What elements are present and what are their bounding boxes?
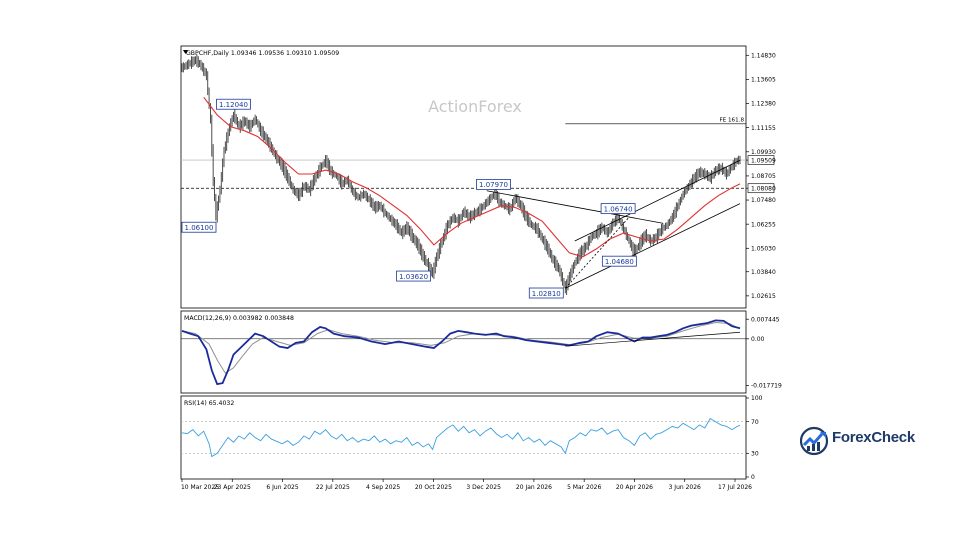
macd-pane [180, 310, 747, 394]
rsi-y-tick-label: 0 [751, 474, 755, 481]
y-tick-box [747, 183, 775, 194]
price-label: 1.03620 [399, 273, 428, 281]
price-y-tick-label: 1.13605 [751, 77, 776, 84]
price-label-box [181, 221, 217, 233]
price-y-tick-label: 1.11155 [751, 125, 776, 132]
rsi-y-tick-label: 30 [751, 451, 759, 458]
level-price-label: 1.08080 [751, 185, 776, 192]
current-price-label: 1.09509 [751, 157, 776, 164]
price-label-box [396, 270, 431, 282]
watermark: ActionForex [428, 97, 522, 116]
x-tick-label: 3 Dec 2025 [466, 484, 501, 491]
x-tick-label: 20 Oct 2025 [415, 484, 452, 491]
macd-y-tick-label: 0.00 [751, 336, 765, 343]
x-tick-label: 3 Jun 2026 [669, 484, 701, 491]
price-y-tick-label: 1.03840 [751, 269, 776, 276]
macd-y-tick-label: -0.017719 [751, 383, 782, 390]
rsi-line [181, 417, 741, 458]
brand-name: ForexCheck [832, 429, 915, 446]
x-tick-label: 6 Jun 2025 [266, 484, 298, 491]
collapse-icon[interactable] [183, 50, 188, 54]
y-tick-box [747, 155, 775, 165]
x-tick-label: 23 Apr 2025 [214, 484, 251, 491]
price-label: 1.07970 [479, 181, 508, 189]
x-tick-label: 10 Mar 2025 [181, 484, 219, 491]
x-tick-label: 22 Jul 2025 [316, 484, 350, 491]
moving-average-line [203, 96, 741, 258]
x-tick-label: 5 Mar 2026 [567, 484, 601, 491]
rsi-pane [180, 395, 747, 480]
price-label-box [601, 255, 637, 267]
rsi-y-tick-label: 70 [751, 419, 759, 426]
price-y-tick-label: 1.07480 [751, 197, 776, 204]
price-y-tick-label: 1.05030 [751, 245, 776, 252]
price-label: 1.02810 [532, 290, 561, 298]
x-tick-label: 4 Sep 2025 [366, 484, 400, 491]
price-y-tick-label: 1.02615 [751, 293, 776, 300]
trendline-2 [574, 159, 741, 242]
price-label-box [476, 178, 511, 190]
x-tick-label: 20 Jan 2026 [516, 484, 552, 491]
trendline-1 [565, 203, 741, 289]
price-y-tick-label: 1.09930 [751, 149, 776, 156]
rsi-y-tick-label: 100 [751, 395, 763, 402]
price-label-box [600, 203, 636, 215]
macd-y-tick-label: 0.007445 [751, 316, 780, 323]
rsi-pane-title: RSI(14) 65.4032 [184, 400, 234, 407]
price-y-tick-label: 1.08705 [751, 173, 776, 180]
price-y-tick-label: 1.12380 [751, 101, 776, 108]
macd-trendline [565, 331, 741, 347]
price-y-tick-label: 1.14830 [751, 52, 776, 59]
macd-pane-title: MACD(12,26,9) 0.003982 0.003848 [184, 315, 294, 322]
price-y-tick-label: 1.06255 [751, 221, 776, 228]
fib-level-label: FE 161.8 [719, 117, 744, 123]
price-label-box [216, 98, 251, 110]
x-tick-label: 20 Apr 2026 [616, 484, 653, 491]
price-label: 1.06100 [185, 224, 214, 232]
price-pane-title: GBPCHF,Daily 1.09346 1.09536 1.09310 1.0… [186, 50, 339, 57]
forexcheck-logo [800, 426, 829, 456]
price-pane [180, 45, 747, 309]
price-label: 1.06740 [604, 205, 633, 213]
macd-line [181, 319, 741, 386]
x-tick-label: 17 Jul 2026 [718, 484, 752, 491]
price-label-box [528, 287, 564, 299]
price-label: 1.12040 [219, 101, 248, 109]
price-label: 1.04680 [605, 258, 634, 266]
trendline-0 [486, 190, 663, 224]
